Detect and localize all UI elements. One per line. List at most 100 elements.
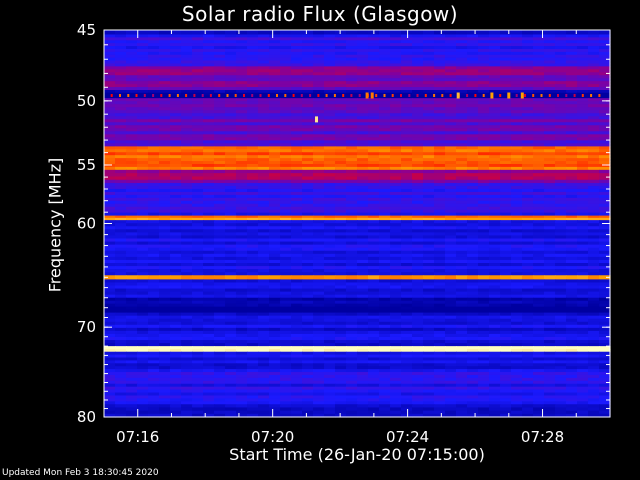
spectrogram-cell <box>445 176 457 181</box>
spectrogram-cell <box>236 330 248 335</box>
spectrogram-cell <box>445 188 457 193</box>
spectrogram-cell <box>357 223 369 227</box>
spectrogram-cell <box>225 354 237 359</box>
spectrogram-cell <box>225 263 237 267</box>
spectrogram-cell <box>500 110 512 114</box>
spectrogram-cell <box>456 176 468 181</box>
frequency-band <box>104 351 611 370</box>
spectrogram-cell <box>401 137 413 141</box>
spectrogram-cell <box>478 215 490 219</box>
spectrogram-cell <box>566 229 578 233</box>
spectrogram-cell <box>401 84 413 88</box>
spectrogram-cell <box>456 256 468 261</box>
spectrogram-cell <box>533 87 545 91</box>
spectrogram-cell <box>599 217 611 221</box>
spectrogram-cell <box>126 194 138 199</box>
spectrogram-cell <box>115 226 127 230</box>
spectrogram-cell <box>291 104 303 108</box>
spectrogram-cell <box>291 140 303 144</box>
spectrogram-cell <box>258 101 270 105</box>
spectrogram-cell <box>434 247 446 252</box>
spectrogram-cell <box>335 186 347 190</box>
spectrogram-cell <box>104 215 116 219</box>
spectrogram-cell <box>522 176 534 181</box>
spectrogram-cell <box>115 256 127 261</box>
spectrogram-cell <box>291 166 303 171</box>
spectrogram-cell <box>588 169 600 174</box>
spectrogram-cell <box>555 63 567 67</box>
spectrogram-cell <box>159 312 171 317</box>
spectrogram-cell <box>302 247 314 252</box>
spectrogram-cell <box>533 247 545 252</box>
spectrogram-cell <box>390 215 402 219</box>
spectrogram-cell <box>412 98 424 102</box>
spectrogram-cell <box>192 43 204 47</box>
spectrogram-cell <box>192 220 204 224</box>
spectrogram-cell <box>379 149 391 153</box>
spectrogram-cell <box>522 84 534 88</box>
spectrogram-cell <box>511 179 523 184</box>
spectrogram-cell <box>533 232 545 237</box>
spectrogram-cell <box>247 309 259 314</box>
spectrogram-cell <box>390 34 402 38</box>
spectrogram-cell <box>324 315 336 320</box>
spectrogram-cell <box>269 122 281 126</box>
spectrogram-cell <box>412 54 424 59</box>
spectrogram-cell <box>214 330 226 335</box>
spectrogram-cell <box>566 169 578 174</box>
spectrogram-cell <box>236 321 248 326</box>
spectrogram-cell <box>412 57 424 62</box>
spectrogram-cell <box>599 110 611 114</box>
spectrogram-cell <box>126 330 138 335</box>
spectrogram-cell <box>214 247 226 252</box>
spectrogram-cell <box>302 179 314 184</box>
spectrogram-cell <box>401 215 413 219</box>
spectrogram-cell <box>346 63 358 67</box>
spectrogram-cell <box>104 259 116 264</box>
spectrogram-cell <box>225 215 237 219</box>
spectrogram-cell <box>115 155 127 159</box>
spectrogram-cell <box>511 116 523 120</box>
spectrogram-cell <box>115 241 127 246</box>
spectrogram-cell <box>291 220 303 224</box>
spectrogram-cell <box>346 272 358 276</box>
spectrogram-cell <box>203 188 215 193</box>
spectrogram-cell <box>126 116 138 120</box>
spectrogram-cell <box>522 104 534 108</box>
spectrogram-cell <box>126 152 138 156</box>
spectrogram-cell <box>269 291 281 296</box>
spectrogram-cell <box>236 294 248 299</box>
spectrogram-cell <box>511 220 523 224</box>
spectrogram-cell <box>566 134 578 138</box>
spectrogram-cell <box>511 122 523 126</box>
spectrogram-cell <box>181 217 193 221</box>
spectrogram-cell <box>434 318 446 323</box>
spectrogram-cell <box>104 173 116 178</box>
spectrogram-cell <box>126 203 138 208</box>
spectrogram-cell <box>566 241 578 246</box>
spectrogram-cell <box>511 166 523 171</box>
spectrogram-cell <box>346 351 358 356</box>
spectrogram-cell <box>302 119 314 123</box>
spectrogram-cell <box>159 351 171 356</box>
spectrogram-cell <box>159 69 171 73</box>
spectrogram-cell <box>236 256 248 261</box>
spectrogram-cell <box>423 149 435 153</box>
spectrogram-cell <box>137 40 149 44</box>
spectrogram-cell <box>401 98 413 102</box>
spectrogram-cell <box>467 90 479 94</box>
spectrogram-cell <box>291 173 303 178</box>
spectrogram-cell <box>467 169 479 174</box>
spectrogram-cell <box>280 351 292 356</box>
spectrogram-cell <box>555 173 567 178</box>
spectrogram-cell <box>280 340 292 344</box>
spectrogram-cell <box>170 354 182 359</box>
spectrogram-cell <box>423 84 435 88</box>
spectrogram-cell <box>170 51 182 56</box>
spectrogram-cell <box>357 183 369 187</box>
spectrogram-cell <box>346 256 358 261</box>
spectrogram-cell <box>522 275 534 281</box>
spectrogram-cell <box>522 309 534 314</box>
spectrogram-cell <box>588 291 600 296</box>
spectrogram-cell <box>379 297 391 302</box>
